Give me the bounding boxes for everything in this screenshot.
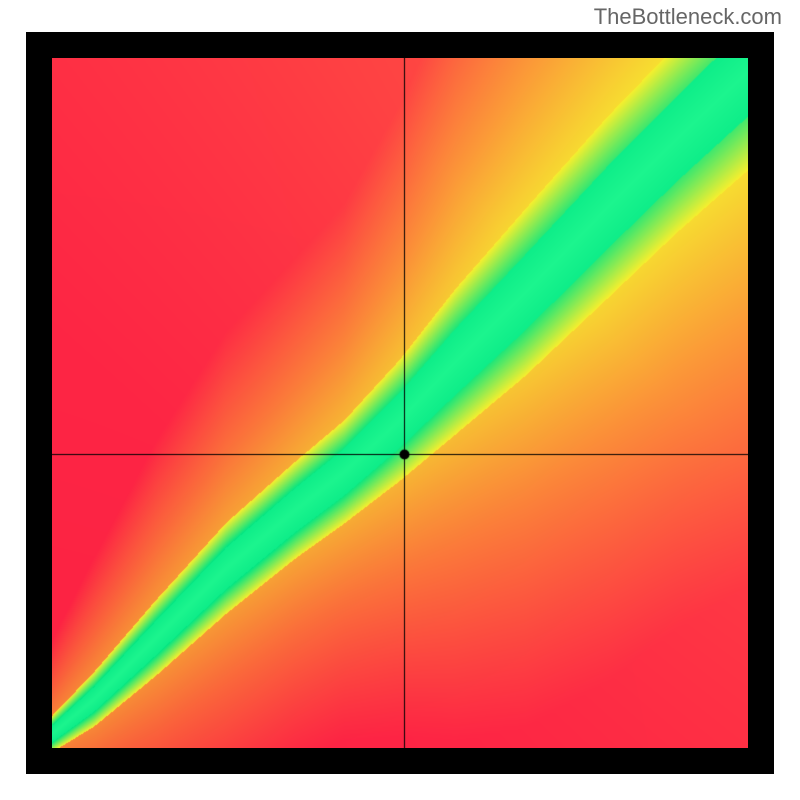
plot-frame: [26, 32, 774, 774]
chart-container: TheBottleneck.com: [0, 0, 800, 800]
bottleneck-heatmap: [52, 58, 748, 748]
watermark-text: TheBottleneck.com: [594, 4, 782, 30]
